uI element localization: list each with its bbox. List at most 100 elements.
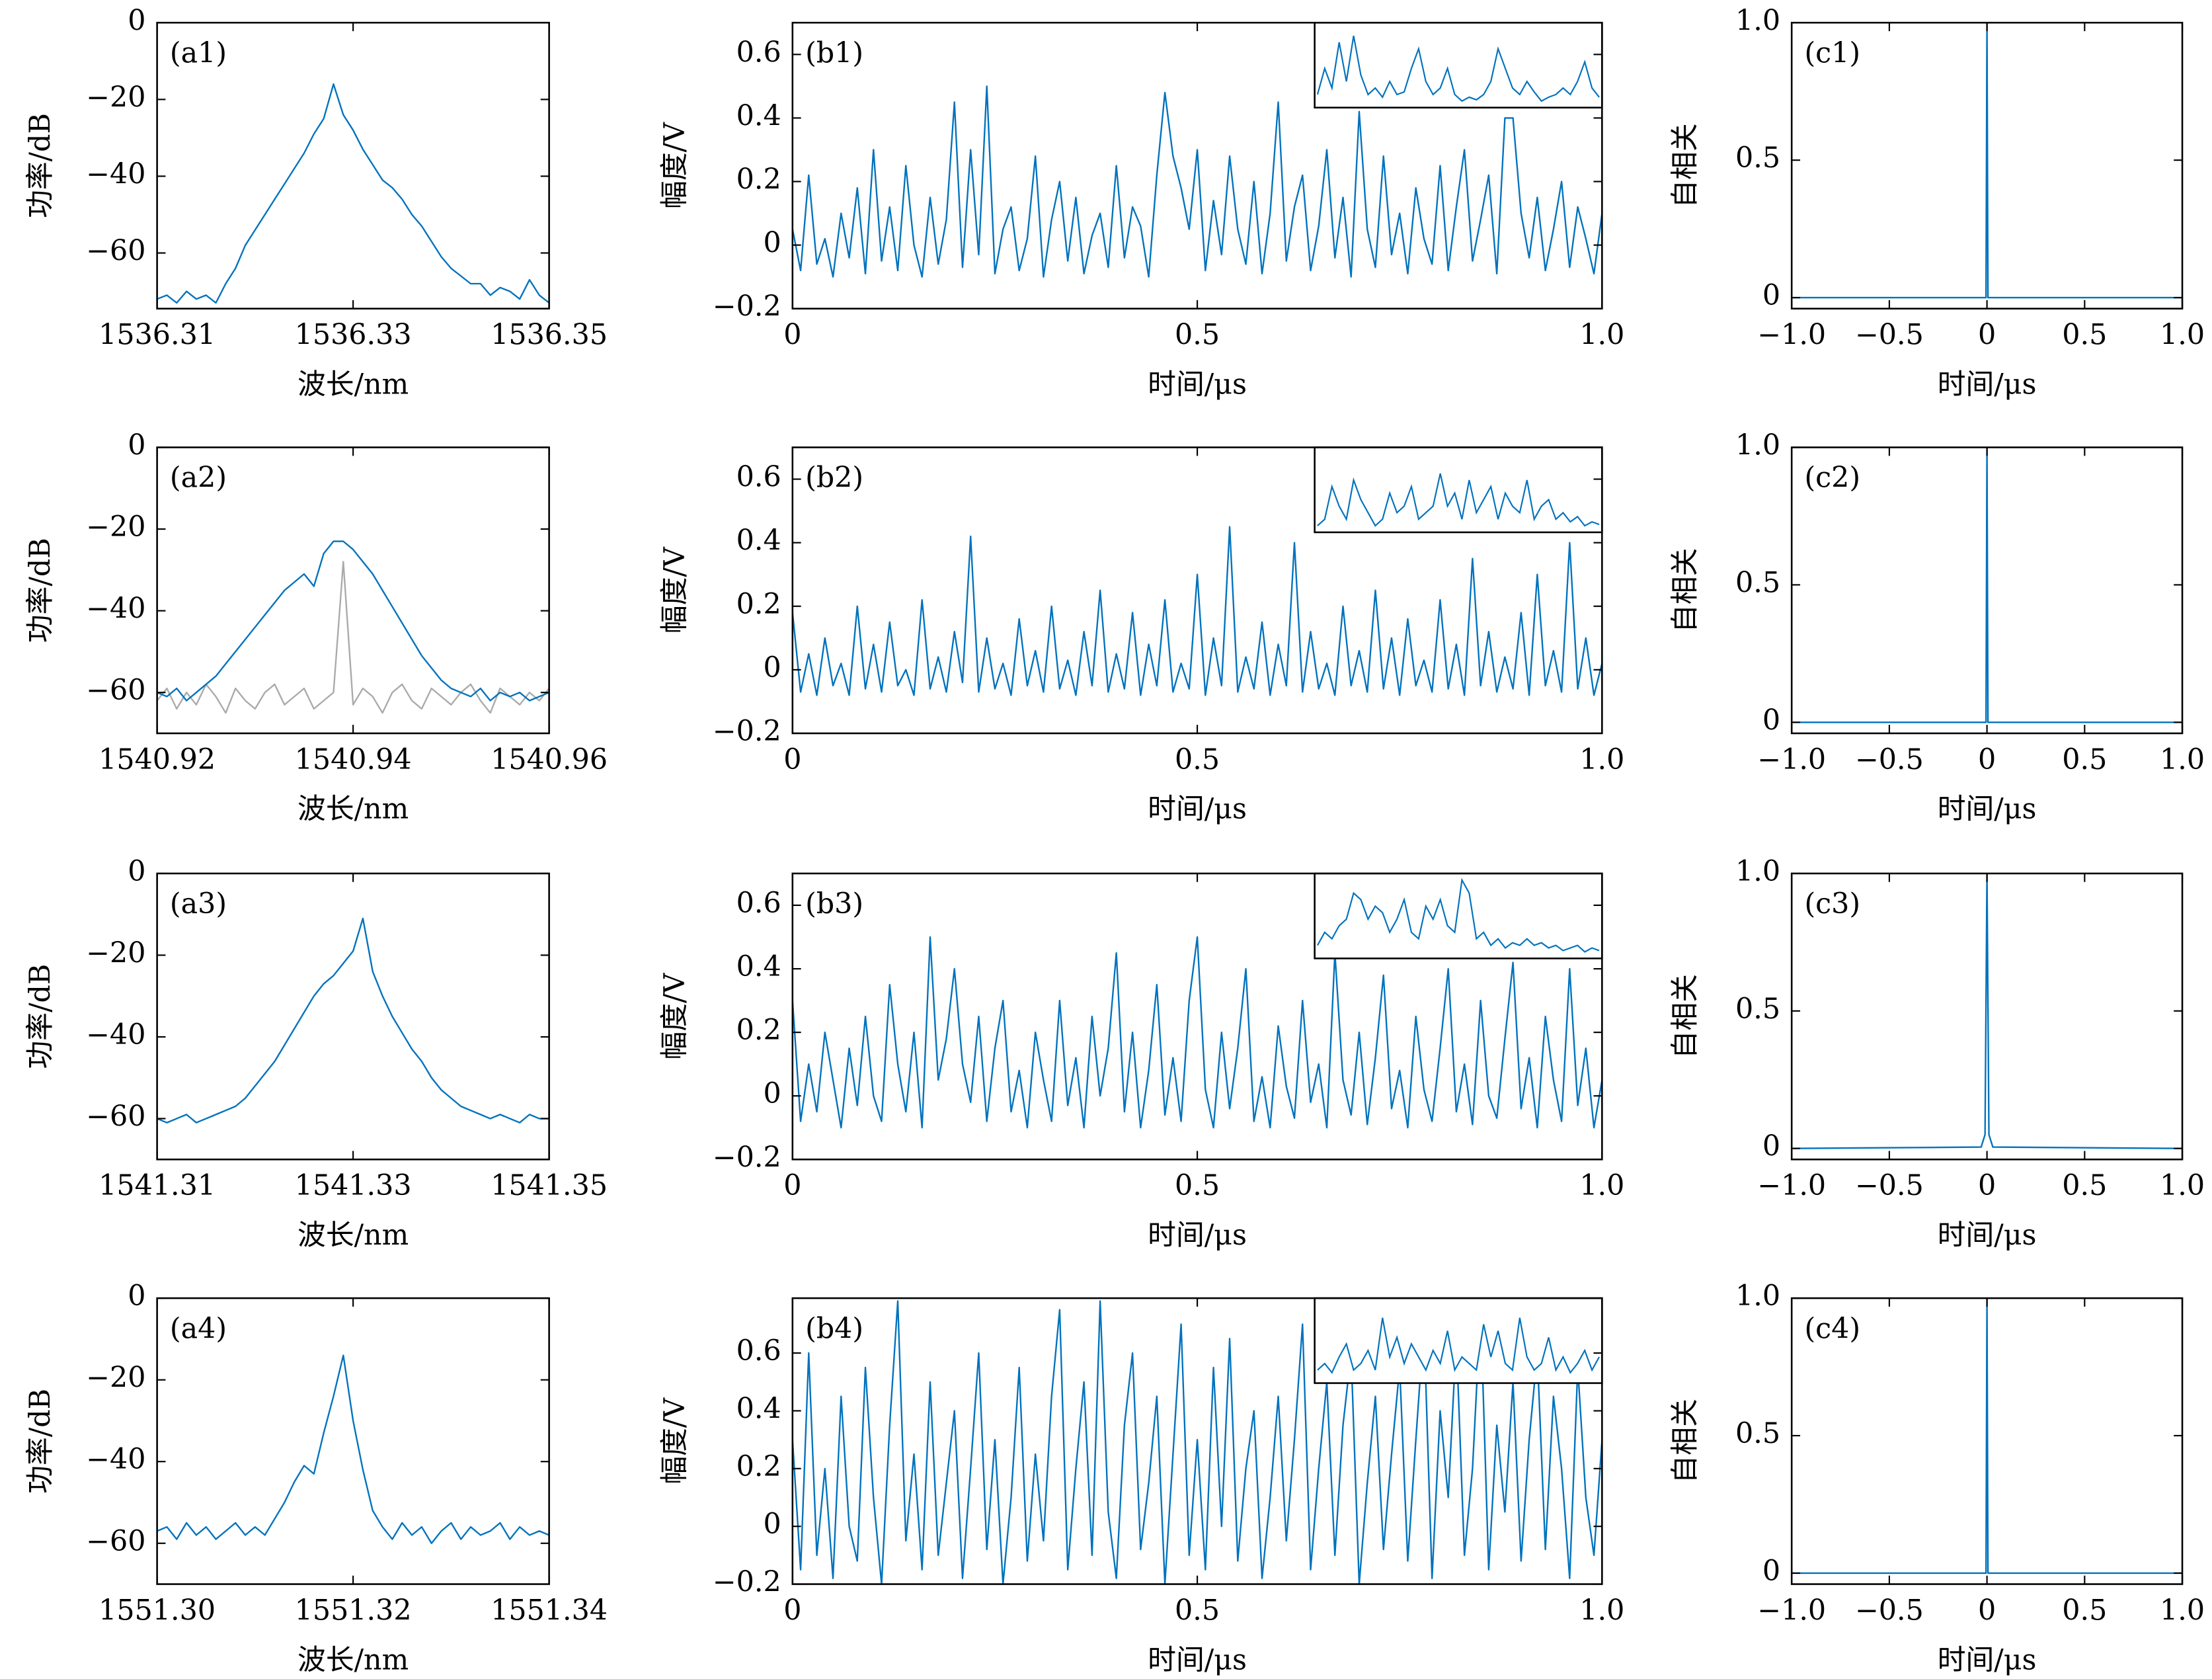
y-tick-label: 0 xyxy=(1762,279,1780,312)
y-tick-label: 0.6 xyxy=(736,461,781,494)
data-line xyxy=(1792,22,2183,299)
data-line xyxy=(157,1354,549,1544)
x-tick-label: 0 xyxy=(1978,743,1996,776)
x-tick-label: 0.5 xyxy=(1175,1169,1220,1202)
x-tick-label: −0.5 xyxy=(1855,1594,1924,1627)
inset-line xyxy=(1317,1317,1600,1374)
y-tick-label: 0.6 xyxy=(736,1334,781,1368)
x-axis-label: 时间/μs xyxy=(1938,1219,2037,1252)
data-line xyxy=(792,526,1602,696)
x-tick-label: 1536.33 xyxy=(295,319,412,352)
y-tick-label: 0 xyxy=(128,429,145,462)
x-tick-label: 1.0 xyxy=(2160,743,2205,776)
y-axis-label: 自相关 xyxy=(1669,1399,1702,1483)
y-tick-label: −0.2 xyxy=(713,1566,781,1599)
x-tick-label: 1.0 xyxy=(1579,319,1624,352)
y-axis-label: 幅度/V xyxy=(658,122,691,209)
data-line xyxy=(157,917,549,1124)
x-tick-label: −1.0 xyxy=(1757,1594,1826,1627)
inset-frame xyxy=(1314,1297,1603,1384)
y-tick-label: 1.0 xyxy=(1735,4,1780,37)
y-tick-label: −0.2 xyxy=(713,290,781,323)
x-tick-label: 1551.32 xyxy=(295,1594,412,1627)
x-tick-label: 0.5 xyxy=(1175,743,1220,776)
x-tick-label: 1.0 xyxy=(1579,1169,1624,1202)
x-tick-label: 0 xyxy=(783,319,801,352)
data-line xyxy=(1792,1298,2183,1575)
y-tick-label: 0.6 xyxy=(736,887,781,920)
y-tick-label: 0.5 xyxy=(1735,566,1780,599)
y-axis-label: 功率/dB xyxy=(24,1389,57,1494)
inset-frame xyxy=(1314,21,1603,109)
data-line xyxy=(792,936,1602,1129)
y-axis-label: 幅度/V xyxy=(658,973,691,1060)
x-tick-label: 1536.35 xyxy=(491,319,608,352)
y-tick-label: 0.2 xyxy=(736,588,781,621)
y-tick-label: −20 xyxy=(86,511,145,544)
data-line xyxy=(1792,447,2183,723)
y-tick-label: 0.5 xyxy=(1735,1417,1780,1450)
x-tick-label: 0.5 xyxy=(2062,1594,2107,1627)
y-tick-label: 0.5 xyxy=(1735,142,1780,175)
y-tick-label: 0 xyxy=(128,4,145,37)
x-tick-label: −1.0 xyxy=(1757,1169,1826,1202)
y-tick-label: −20 xyxy=(86,1362,145,1395)
x-axis-label: 时间/μs xyxy=(1148,1643,1247,1676)
x-axis-label: 时间/μs xyxy=(1148,793,1247,826)
panel-label: (a4) xyxy=(170,1312,227,1345)
y-tick-label: −20 xyxy=(86,936,145,969)
x-axis-label: 时间/μs xyxy=(1938,368,2037,401)
y-axis-label: 功率/dB xyxy=(24,538,57,643)
x-tick-label: 0.5 xyxy=(2062,1169,2107,1202)
x-tick-label: 1.0 xyxy=(2160,1169,2205,1202)
y-tick-label: 0 xyxy=(128,1280,145,1313)
panel-label: (b4) xyxy=(805,1312,863,1345)
panel-label: (c2) xyxy=(1804,462,1860,495)
y-tick-label: −40 xyxy=(86,157,145,190)
x-axis-label: 时间/μs xyxy=(1148,1219,1247,1252)
x-tick-label: 0 xyxy=(1978,1169,1996,1202)
data-line xyxy=(792,1300,1602,1584)
x-tick-label: 1541.35 xyxy=(491,1169,608,1202)
y-tick-label: −20 xyxy=(86,81,145,114)
panel-label: (c1) xyxy=(1804,37,1860,70)
x-tick-label: 1540.96 xyxy=(491,743,608,776)
x-axis-label: 波长/nm xyxy=(297,1219,409,1252)
x-axis-label: 时间/μs xyxy=(1148,368,1247,401)
panel-label: (b2) xyxy=(805,462,863,495)
y-tick-label: −60 xyxy=(86,1525,145,1558)
x-tick-label: 0 xyxy=(783,743,801,776)
x-tick-label: 1.0 xyxy=(1579,1594,1624,1627)
panel-label: (a3) xyxy=(170,887,227,921)
y-axis-label: 自相关 xyxy=(1669,123,1702,208)
y-tick-label: 0.4 xyxy=(736,950,781,983)
panel-label: (b1) xyxy=(805,37,863,70)
data-line xyxy=(157,561,549,714)
y-tick-label: 0 xyxy=(1762,704,1780,737)
x-tick-label: 0.5 xyxy=(1175,1594,1220,1627)
x-tick-label: −1.0 xyxy=(1757,743,1826,776)
y-tick-label: 0 xyxy=(763,1508,781,1541)
x-axis-label: 波长/nm xyxy=(297,1643,409,1676)
x-tick-label: 0.5 xyxy=(2062,743,2107,776)
y-axis-label: 功率/dB xyxy=(24,964,57,1069)
x-axis-label: 时间/μs xyxy=(1938,1643,2037,1676)
x-tick-label: 0.5 xyxy=(2062,319,2107,352)
y-tick-label: 1.0 xyxy=(1735,429,1780,462)
y-tick-label: 0.5 xyxy=(1735,993,1780,1026)
panel-label: (c3) xyxy=(1804,887,1860,921)
x-tick-label: −0.5 xyxy=(1855,319,1924,352)
y-axis-label: 幅度/V xyxy=(658,546,691,634)
x-tick-label: −1.0 xyxy=(1757,319,1826,352)
y-tick-label: 0.2 xyxy=(736,1450,781,1483)
x-tick-label: 1.0 xyxy=(2160,1594,2205,1627)
inset-line xyxy=(1317,473,1600,527)
y-tick-label: 0 xyxy=(763,1077,781,1110)
y-tick-label: 0 xyxy=(128,855,145,888)
x-tick-label: 1.0 xyxy=(1579,743,1624,776)
y-tick-label: 0.2 xyxy=(736,163,781,196)
inset-frame xyxy=(1314,872,1603,960)
x-tick-label: 1.0 xyxy=(2160,319,2205,352)
y-tick-label: 0.4 xyxy=(736,99,781,132)
